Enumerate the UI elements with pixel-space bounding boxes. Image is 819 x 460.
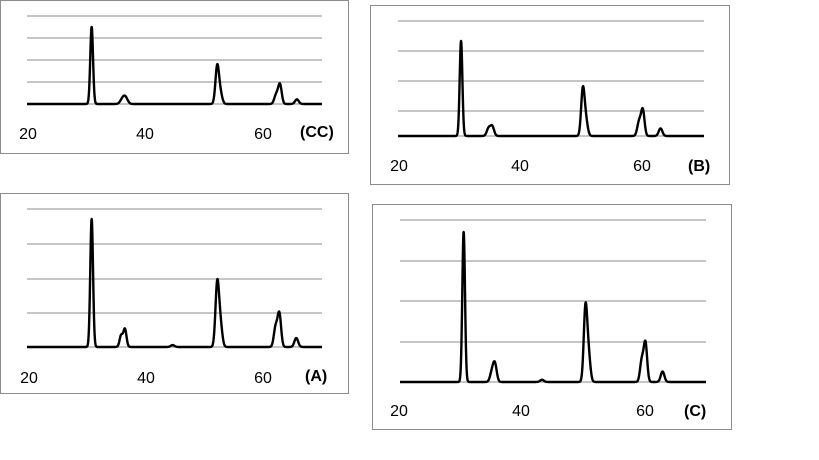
diffraction-trace-b [396,39,706,138]
x-tick-label: 60 [633,158,651,175]
xrd-panel-c: 20 40 60 (C) [372,204,732,430]
gridlines-b [398,20,704,137]
diffraction-trace-c [398,230,708,384]
xrd-plot-b: 20 40 60 (B) [390,20,710,175]
x-tick-label: 20 [20,370,38,387]
gridlines-a [27,208,322,348]
xrd-plot-cc: 20 40 60 (CC) [19,15,334,143]
gridlines-c [400,219,706,383]
x-tick-label: 60 [254,370,272,387]
x-tick-label: 20 [390,403,408,420]
diffraction-trace-cc [25,25,324,106]
x-tick-label: 40 [511,158,529,175]
diffraction-trace-a [25,217,324,349]
xrd-panel-cc: 20 40 60 (CC) [0,0,349,154]
panel-label: (CC) [300,124,334,141]
x-tick-label: 20 [19,126,37,143]
panel-label: (A) [305,368,327,385]
x-tick-label: 60 [636,403,654,420]
xrd-plot-a: 20 40 60 (A) [20,208,327,387]
x-tick-label: 40 [137,370,155,387]
x-tick-label: 20 [390,158,408,175]
xrd-panel-a: 20 40 60 (A) [0,193,349,394]
panel-label: (B) [688,158,710,175]
x-tick-label: 40 [512,403,530,420]
panel-label: (C) [684,403,706,420]
xrd-plot-c: 20 40 60 (C) [390,219,708,420]
x-tick-label: 60 [254,126,272,143]
xrd-panel-b: 20 40 60 (B) [370,5,730,185]
x-tick-label: 40 [136,126,154,143]
